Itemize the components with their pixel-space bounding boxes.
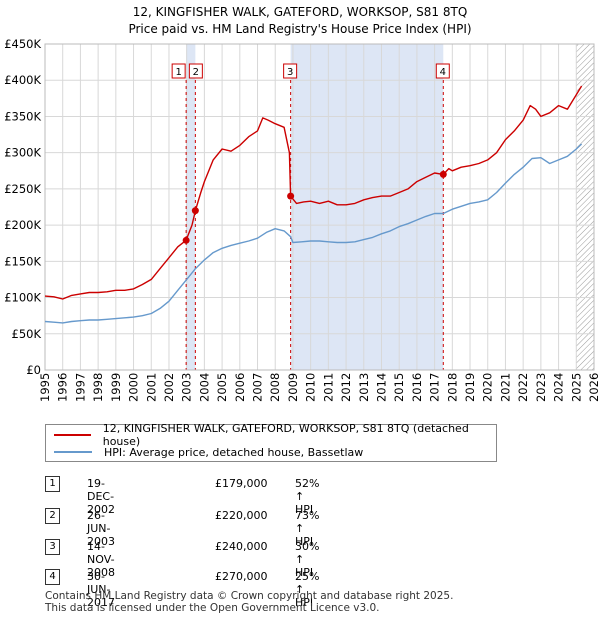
sale-point [182,236,190,244]
series-line-property [45,85,583,300]
x-tick-label: 1996 [56,373,70,402]
chart-title-subtitle: Price paid vs. HM Land Registry's House … [128,22,472,36]
x-tick-label: 2011 [321,373,335,402]
marker-label: 1 [171,63,186,79]
y-tick-label: £350K [4,109,41,123]
marker-label-box [283,63,298,79]
x-tick-label: 2019 [463,373,477,402]
legend-swatch-hpi [54,451,92,453]
transaction-price: £179,000 [215,477,268,490]
x-tick-label: 2000 [127,373,141,402]
x-tick-label: 2025 [569,373,583,402]
marker-label-text: 2 [193,67,199,78]
x-tick-label: 2009 [286,373,300,402]
sale-point [287,192,295,200]
footer-licence: This data is licensed under the Open Gov… [45,602,380,614]
x-tick-label: 2023 [534,373,548,402]
y-tick-label: £0 [26,363,41,377]
y-tick-label: £150K [4,254,41,268]
transaction-hpi: 30% ↑ HPI [295,540,320,579]
transaction-price: £220,000 [215,509,268,522]
plot-border [44,43,595,371]
legend: 12, KINGFISHER WALK, GATEFORD, WORKSOP, … [45,422,497,462]
x-tick-label: 2010 [304,373,318,402]
x-tick-label: 2008 [268,373,282,402]
transaction-number: 4 [45,569,60,585]
footer-attribution: Contains HM Land Registry data © Crown c… [45,590,453,614]
marker-label: 3 [283,63,298,79]
x-tick-label: 2017 [428,373,442,402]
x-tick-label: 2012 [339,373,353,402]
y-tick-label: £250K [4,182,41,196]
legend-label-property: 12, KINGFISHER WALK, GATEFORD, WORKSOP, … [102,422,469,448]
marker-label: 4 [435,63,450,79]
shaded-period [186,44,196,370]
x-tick-label: 2001 [144,373,158,402]
transaction-hpi: 52% ↑ HPI [295,477,320,516]
sale-point [191,207,199,215]
x-tick-label: 2005 [215,373,229,402]
x-tick-label: 1998 [91,373,105,402]
marker-label-box [171,63,186,79]
y-tick-label: £200K [4,218,41,232]
legend-swatch-property [54,434,91,436]
footer-copyright: Contains HM Land Registry data © Crown c… [45,590,454,602]
transaction-number: 2 [45,508,60,524]
marker-label-box [188,63,203,79]
forecast-hatch [576,44,594,370]
x-tick-label: 1995 [38,373,52,402]
marker-label-box [435,63,450,79]
transaction-date: 26-JUN-2003 [87,509,115,548]
x-tick-label: 2003 [180,373,194,402]
x-tick-label: 2021 [498,373,512,402]
x-tick-label: 2002 [162,373,176,402]
chart-title-address: 12, KINGFISHER WALK, GATEFORD, WORKSOP, … [132,5,468,19]
legend-label-hpi: HPI: Average price, detached house, Bass… [104,445,364,459]
y-tick-label: £400K [4,73,41,87]
transaction-date: 19-DEC-2002 [87,477,115,516]
x-tick-label: 2018 [445,373,459,402]
x-tick-label: 2015 [392,373,406,402]
shaded-period [290,44,444,370]
sale-point [439,170,447,178]
marker-label-text: 1 [175,67,181,78]
x-tick-label: 1999 [109,373,123,402]
transaction-hpi: 25% ↑ HPI [295,570,320,609]
x-tick-label: 1997 [73,373,87,402]
x-tick-label: 2006 [233,373,247,402]
legend-item-hpi: HPI: Average price, detached house, Bass… [54,444,363,460]
y-tick-label: £50K [12,327,42,341]
transaction-date: 14-NOV-2008 [87,540,115,579]
transaction-price: £270,000 [215,570,268,583]
x-tick-label: 2014 [374,373,388,402]
marker-label: 2 [188,63,203,79]
transaction-price: £240,000 [215,540,268,553]
x-tick-label: 2004 [197,373,211,402]
x-tick-label: 2024 [552,373,566,402]
y-tick-label: £300K [4,146,41,160]
marker-label-text: 4 [440,67,446,78]
x-tick-label: 2016 [410,373,424,402]
x-tick-label: 2022 [516,373,530,402]
transaction-hpi: 73% ↑ HPI [295,509,320,548]
x-tick-label: 2013 [357,373,371,402]
transaction-number: 1 [45,476,60,492]
transaction-number: 3 [45,539,60,555]
x-tick-label: 2007 [251,373,265,402]
chart-title: 12, KINGFISHER WALK, GATEFORD, WORKSOP, … [0,4,600,38]
legend-item-property: 12, KINGFISHER WALK, GATEFORD, WORKSOP, … [54,422,496,448]
y-tick-label: £100K [4,291,41,305]
x-tick-label: 2026 [587,373,600,402]
transaction-date: 30-JUN-2017 [87,570,115,609]
series-line-hpi [45,143,583,324]
x-tick-label: 2020 [481,373,495,402]
marker-label-text: 3 [287,67,293,78]
price-chart: 1 2 3 4 £0 £50K £100K £150K £200K £250K £300K £350K… [4,37,600,402]
y-tick-label: £450K [4,37,41,51]
